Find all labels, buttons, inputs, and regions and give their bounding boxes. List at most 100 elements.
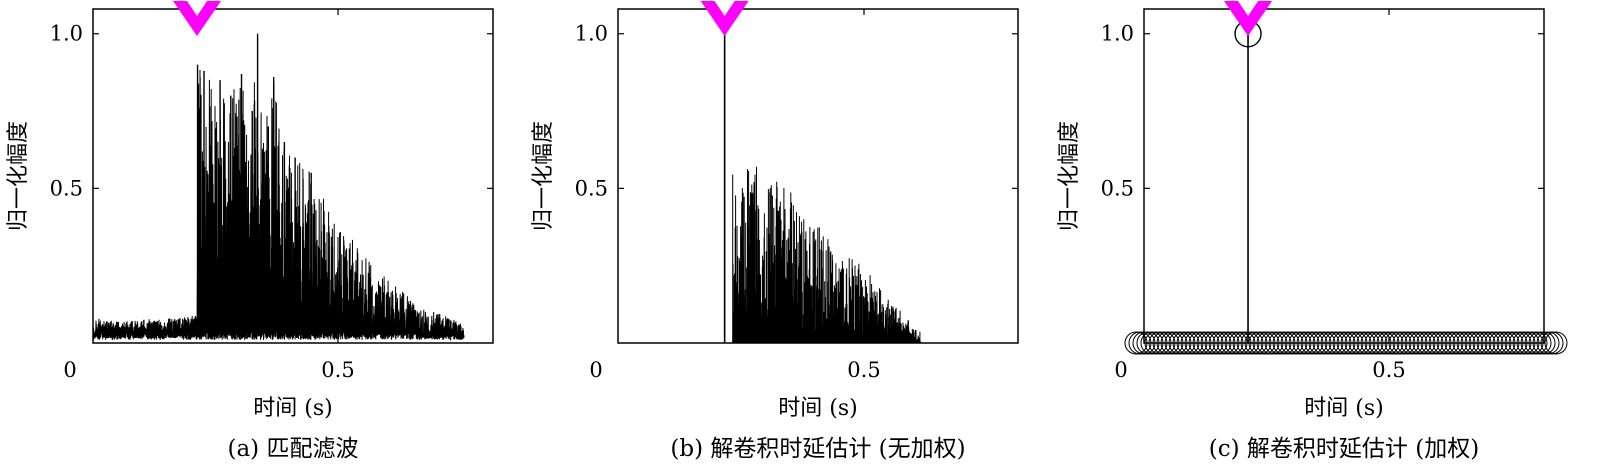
data-point [1424,331,1448,355]
data-point [1504,331,1528,355]
data-point [1284,331,1308,355]
data-point [1164,331,1188,355]
data-point [1464,331,1488,355]
data-point [1252,331,1276,355]
data-point [1400,331,1424,355]
plot-data [723,33,921,343]
x-tick-label: 0.5 [1372,358,1405,382]
y-tick-label: 1.0 [1101,22,1134,46]
data-point [1444,331,1468,355]
data-point [1296,331,1320,355]
data-point [1512,331,1536,355]
y-axis-label: 归一化幅度 [1057,121,1082,231]
x-tick-label: 0 [63,358,76,382]
data-point [1264,331,1288,355]
data-point [1228,331,1252,355]
data-point [1144,331,1168,355]
data-point [1496,331,1520,355]
series-line [93,69,465,342]
data-point [1396,331,1420,355]
data-point [1432,331,1456,355]
data-point [1140,331,1164,355]
data-point [1260,331,1284,355]
data-point [1328,331,1352,355]
data-point [1160,331,1184,355]
subplot-c: 0.5 1.0 0 0.5 时间 (s) 归一化幅度 (c) 解卷积时延估计 (加权) [1057,1,1568,462]
data-point [1392,331,1416,355]
data-point [1268,331,1292,355]
data-point [1380,331,1404,355]
data-point [1192,331,1216,355]
data-point [1136,331,1160,355]
data-point [1352,331,1376,355]
data-point [1316,331,1340,355]
data-point [1524,331,1548,355]
data-point [1520,331,1544,355]
plot-frame [1143,8,1545,344]
subplot-caption: (b) 解卷积时延估计 (无加权) [670,436,965,462]
x-tick-label: 0.5 [847,358,880,382]
x-tick-label: 0.5 [321,358,354,382]
data-point [1200,331,1224,355]
data-point [1348,331,1372,355]
subplot-a: 0.5 1.0 0 0.5 时间 (s) 归一化幅度 (a) 匹配滤波 [6,1,494,462]
data-point [1540,331,1564,355]
data-point [1336,331,1360,355]
data-point [1188,331,1212,355]
subplot-caption: (a) 匹配滤波 [228,436,359,462]
data-point [1376,331,1400,355]
data-point [1204,331,1228,355]
data-point [1148,331,1172,355]
data-point [1456,331,1480,355]
data-point [1292,331,1316,355]
data-point [1124,331,1148,355]
y-tick-label: 0.5 [50,176,83,200]
data-point [1184,331,1208,355]
data-point [1516,331,1540,355]
data-point [1484,331,1508,355]
data-point [1532,331,1556,355]
time-marker-triangle-inner [1238,1,1259,16]
data-point [1208,331,1232,355]
data-point [1508,331,1532,355]
data-point [1460,331,1484,355]
x-tick-label: 0 [1114,358,1127,382]
y-tick-label: 1.0 [50,22,83,46]
data-point [1480,331,1504,355]
series-line [732,166,921,343]
data-point [1180,331,1204,355]
data-point [1536,331,1560,355]
data-point [1436,331,1460,355]
time-marker-triangle-inner [187,1,208,16]
data-point [1168,331,1192,355]
plot-frame [92,8,494,344]
y-axis-label: 归一化幅度 [6,121,31,231]
subplot-b: 0.5 1.0 0 0.5 时间 (s) 归一化幅度 (b) 解卷积时延估计 (无加权) [531,1,1019,462]
data-point [1332,331,1356,355]
data-point [1220,331,1244,355]
data-point [1528,331,1552,355]
data-point [1152,331,1176,355]
data-point [1416,331,1440,355]
data-point [1300,331,1324,355]
data-point [1440,331,1464,355]
data-point [1308,331,1332,355]
data-point [1472,331,1496,355]
data-point [1288,331,1312,355]
y-axis-label: 归一化幅度 [531,121,556,231]
data-point [1320,331,1344,355]
data-point [1172,331,1196,355]
y-tick-label: 0.5 [1101,176,1134,200]
data-point [1452,331,1476,355]
data-point [1176,331,1200,355]
time-marker-triangle [173,1,222,36]
data-point [1212,331,1236,355]
data-point [1280,331,1304,355]
data-point [1304,331,1328,355]
data-point [1500,331,1524,355]
data-point [1240,331,1264,355]
data-point [1404,331,1428,355]
data-point [1372,331,1396,355]
data-point [1324,331,1348,355]
